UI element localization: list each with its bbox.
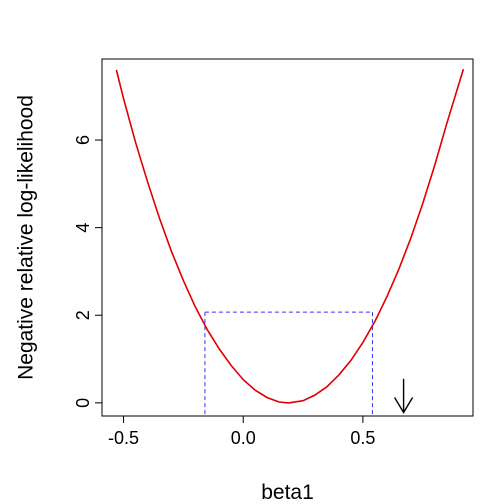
y-tick-label: 4 [73,223,93,233]
likelihood-curve [115,68,465,404]
y-tick-label: 6 [73,135,93,145]
estimate-arrow-marker [393,378,414,414]
y-axis: 0 2 4 6 [73,135,103,408]
x-tick-label: 0.5 [350,428,375,448]
x-axis: -0.5 0.0 0.5 [108,415,375,448]
y-tick-label: 0 [73,398,93,408]
x-tick-label: -0.5 [108,428,139,448]
x-axis-label: beta1 [261,481,314,504]
arrow-head [393,397,414,414]
confidence-interval [204,311,373,416]
plot-frame [101,58,474,417]
x-tick-label: 0.0 [231,428,256,448]
y-tick-label: 2 [73,310,93,320]
y-axis-label: Negative relative log-likelihood [15,95,38,380]
